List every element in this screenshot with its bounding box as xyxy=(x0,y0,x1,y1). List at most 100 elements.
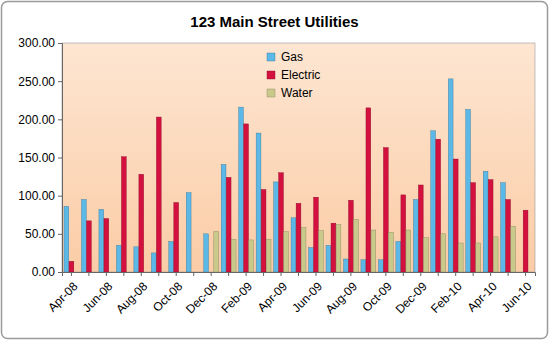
tick-mark xyxy=(123,272,124,276)
tick-mark xyxy=(58,272,62,273)
bar xyxy=(511,226,516,272)
bar xyxy=(406,230,411,272)
bar xyxy=(349,200,354,272)
y-axis: 0.0050.00100.00150.00200.00250.00300.00 xyxy=(18,36,62,279)
bar xyxy=(239,107,244,272)
tick xyxy=(158,272,159,276)
tick-mark xyxy=(58,158,62,159)
bar xyxy=(471,183,476,272)
tick-mark xyxy=(141,272,142,276)
bar xyxy=(378,260,383,272)
plot-area xyxy=(62,43,535,272)
bar xyxy=(448,79,453,272)
chart-border xyxy=(2,2,548,339)
bar xyxy=(314,197,319,272)
tick-label: Jun-10 xyxy=(499,279,535,315)
bar xyxy=(121,157,126,272)
bar xyxy=(523,210,528,272)
tick: 200.00 xyxy=(18,113,62,127)
tick-label: Feb-10 xyxy=(428,279,465,316)
bar xyxy=(354,219,359,272)
series-bars xyxy=(64,79,505,272)
tick-mark xyxy=(211,272,212,276)
tick: 250.00 xyxy=(18,75,62,89)
tick: Feb-10 xyxy=(428,272,465,316)
bar xyxy=(231,239,236,272)
bar xyxy=(244,124,249,272)
bar xyxy=(204,234,209,272)
bar xyxy=(284,232,289,272)
bar xyxy=(326,245,331,272)
bar xyxy=(296,203,301,272)
bar xyxy=(139,174,144,272)
bar xyxy=(366,108,371,272)
tick: Apr-08 xyxy=(45,272,81,315)
tick-label: 0.00 xyxy=(32,265,56,279)
tick-label: Apr-08 xyxy=(45,279,81,315)
legend-label: Water xyxy=(281,86,313,100)
tick-mark xyxy=(88,272,89,276)
legend: Gas Electric Water xyxy=(267,50,320,100)
bar xyxy=(331,223,336,272)
bar xyxy=(319,231,324,272)
tick: 300.00 xyxy=(18,36,62,50)
axis-line xyxy=(63,273,536,277)
legend-label: Electric xyxy=(281,68,320,82)
bar xyxy=(423,238,428,272)
bar xyxy=(431,131,436,272)
tick xyxy=(508,272,509,276)
tick: Apr-09 xyxy=(255,272,291,315)
bar xyxy=(388,232,393,272)
tick-label: 150.00 xyxy=(18,151,55,165)
tick: Apr-10 xyxy=(464,272,500,315)
legend-swatch xyxy=(267,89,275,97)
bar xyxy=(279,173,284,272)
series-bars xyxy=(69,108,528,272)
legend-label: Gas xyxy=(281,50,303,64)
bar xyxy=(458,243,463,272)
tick-mark xyxy=(158,272,159,276)
bar xyxy=(256,133,261,272)
bar xyxy=(453,159,458,272)
tick-mark xyxy=(58,196,62,197)
tick xyxy=(368,272,369,276)
tick xyxy=(228,272,229,276)
axis-line xyxy=(58,44,63,273)
tick-mark xyxy=(246,272,247,276)
bar xyxy=(261,190,266,272)
tick-mark xyxy=(385,272,386,276)
tick-label: Oct-08 xyxy=(150,279,186,315)
tick: Oct-09 xyxy=(360,272,396,315)
tick-label: Dec-09 xyxy=(393,279,430,316)
bar xyxy=(291,218,296,272)
bar xyxy=(466,109,471,272)
x-axis: Apr-08Jun-08Aug-08Oct-08Dec-08Feb-09Apr-… xyxy=(45,272,535,316)
bar xyxy=(309,248,314,272)
bar xyxy=(69,261,74,272)
bar xyxy=(488,180,493,272)
tick-label: Jun-08 xyxy=(80,279,116,315)
legend-swatch xyxy=(267,71,275,79)
bar xyxy=(493,237,498,272)
tick: Aug-08 xyxy=(113,272,150,316)
bar xyxy=(371,230,376,272)
tick: Dec-09 xyxy=(393,272,430,316)
bar xyxy=(104,219,109,272)
tick xyxy=(263,272,264,276)
series-bars xyxy=(214,219,516,272)
tick xyxy=(473,272,474,276)
tick-mark xyxy=(298,272,299,276)
tick: 50.00 xyxy=(25,227,62,241)
tick-mark xyxy=(438,272,439,276)
tick xyxy=(438,272,439,276)
tick-label: Aug-09 xyxy=(323,279,360,316)
bar xyxy=(401,195,406,272)
tick-label: Apr-09 xyxy=(255,279,291,315)
tick: Oct-08 xyxy=(150,272,186,315)
tick: Jun-08 xyxy=(80,272,116,315)
bar xyxy=(441,234,446,272)
bar xyxy=(413,199,418,272)
bar xyxy=(186,193,191,272)
tick xyxy=(403,272,404,276)
bar xyxy=(87,221,92,272)
